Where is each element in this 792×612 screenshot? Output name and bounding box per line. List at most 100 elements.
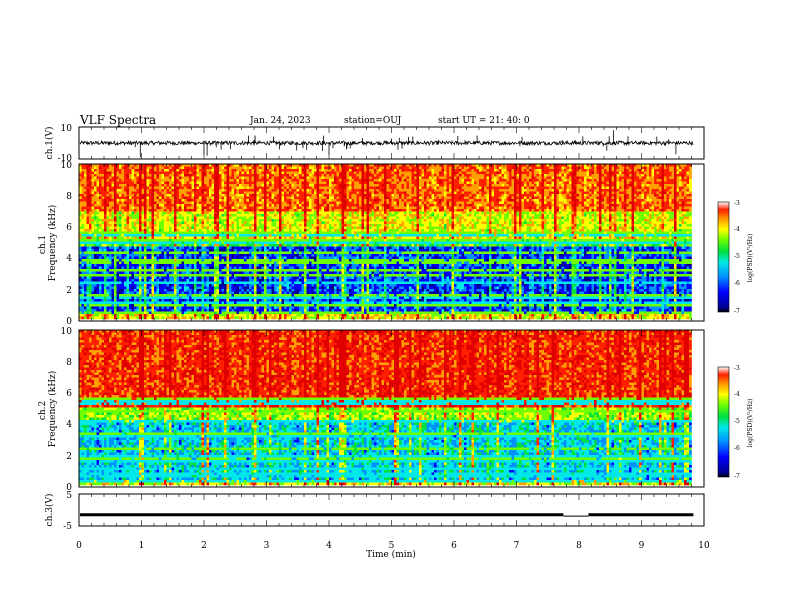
spec-cell (431, 191, 435, 195)
spec-cell (236, 206, 240, 210)
spec-cell (104, 191, 107, 195)
spec-cell (374, 191, 377, 195)
spec-cell (264, 196, 267, 200)
spec-cell (154, 186, 157, 190)
spec-cell (491, 174, 495, 177)
spec-cell (359, 211, 362, 215)
spec-cell (101, 166, 105, 170)
spec-cell (399, 186, 402, 190)
spec-cell (391, 181, 395, 185)
spec-cell (186, 171, 190, 175)
spec-cell (479, 204, 482, 207)
spec-cell (481, 209, 485, 212)
spec-cell (434, 211, 437, 215)
spec-cell (496, 191, 500, 195)
spec-cell (421, 196, 425, 200)
spec-cell (241, 199, 245, 202)
spec-cell (79, 194, 82, 197)
spec-cell (604, 201, 607, 205)
spec-cell (411, 194, 415, 197)
spec-cell (371, 171, 375, 175)
spec-cell (94, 191, 97, 195)
spec-cell (356, 174, 360, 177)
spec-cell (316, 196, 320, 200)
spec-cell (184, 209, 187, 212)
spec-cell (171, 211, 175, 215)
spec-cell (131, 164, 135, 167)
spec-cell (159, 189, 162, 192)
spec-cell (674, 164, 677, 167)
spec-cell (589, 209, 592, 212)
spec-cell (669, 186, 672, 190)
spec-cell (339, 204, 342, 207)
spec-cell (119, 196, 122, 200)
spec-cell (574, 174, 577, 177)
spec-cell (461, 171, 465, 175)
spec-cell (324, 174, 327, 177)
spec-cell (534, 176, 537, 180)
spec-cell (499, 169, 502, 172)
spec-cell (664, 186, 667, 190)
spec-cell (289, 199, 292, 202)
spec-cell (336, 166, 340, 170)
spec-cell (324, 181, 327, 185)
spec-cell (269, 209, 272, 212)
spec-cell (331, 166, 335, 170)
spec-cell (426, 171, 430, 175)
spec-cell (154, 184, 157, 187)
spec-cell (121, 191, 125, 195)
spec-cell (369, 169, 372, 172)
spec-cell (234, 191, 237, 195)
spec-cell (319, 166, 322, 170)
spec-cell (639, 174, 642, 177)
spec-cell (144, 171, 147, 175)
spec-cell (304, 189, 307, 192)
spec-cell (654, 171, 657, 175)
spec-cell (261, 191, 265, 195)
spec-cell (666, 171, 670, 175)
spec-cell (441, 174, 445, 177)
spec-cell (394, 171, 397, 175)
spec-cell (334, 196, 337, 200)
spec-cell (456, 201, 460, 205)
spec-cell (309, 184, 312, 187)
spec-cell (126, 209, 130, 212)
spec-cell (659, 174, 662, 177)
spec-cell (256, 169, 260, 172)
spec-cell (629, 181, 632, 185)
spec-cell (219, 186, 222, 190)
spec-cell (444, 194, 447, 197)
spec-cell (611, 171, 615, 175)
spec-cell (134, 169, 137, 172)
spec-cell (631, 174, 635, 177)
spec-cell (544, 176, 547, 180)
spec-cell (356, 171, 360, 175)
spec-cell (544, 196, 547, 200)
spec-cell (371, 211, 375, 215)
spec-cell (319, 184, 322, 187)
spec-cell (524, 186, 527, 190)
spec-cell (204, 171, 207, 175)
spec-cell (631, 176, 635, 180)
spec-cell (181, 179, 185, 182)
spec-cell (401, 209, 405, 212)
spec-cell (686, 169, 690, 172)
spec-cell (626, 174, 630, 177)
spec-cell (416, 181, 420, 185)
spec-cell (236, 179, 240, 182)
spec-cell (576, 171, 580, 175)
spec-cell (454, 184, 457, 187)
spec-cell (456, 179, 460, 182)
spec-cell (336, 186, 340, 190)
spec-cell (91, 209, 95, 212)
spec-cell (564, 209, 567, 212)
spec-cell (441, 204, 445, 207)
spec-cell (504, 199, 507, 202)
spec-cell (356, 206, 360, 210)
spec-cell (579, 204, 582, 207)
spec-cell (574, 189, 577, 192)
spec-cell (666, 201, 670, 205)
spec-cell (86, 196, 90, 200)
spec-cell (369, 181, 372, 185)
spec-cell (669, 189, 672, 192)
